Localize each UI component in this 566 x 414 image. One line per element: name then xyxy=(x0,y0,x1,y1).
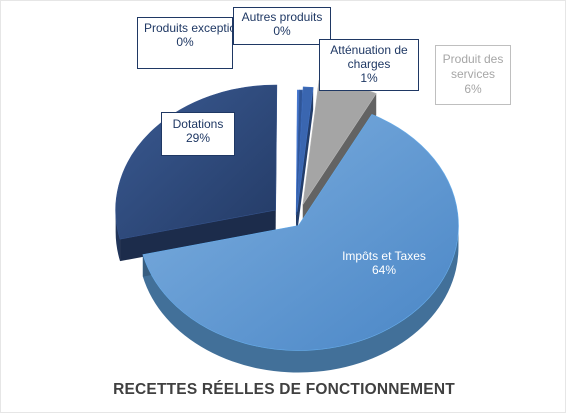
label-attenuation-charges: Atténuation de charges 1% xyxy=(319,39,419,91)
label-attenuation-charges-pct: 1% xyxy=(360,71,378,85)
label-dotations-pct: 29% xyxy=(185,131,211,145)
label-autres-produits: Autres produits 0% xyxy=(233,7,331,45)
pie-slice-0 xyxy=(142,114,459,351)
label-impots-taxes-pct: 64% xyxy=(371,263,397,277)
label-produits-exceptionnels-pct: 0% xyxy=(176,35,194,49)
pie-slice-face-4-1 xyxy=(296,87,314,234)
label-autres-produits-name: Autres produits xyxy=(241,10,323,24)
pie-slice-side-0 xyxy=(142,225,459,373)
label-impots-taxes: Impôts et Taxes 64% xyxy=(329,247,439,283)
label-produits-exceptionnels: Produits exceptionnels 0% xyxy=(137,17,265,69)
pie-slice-1 xyxy=(115,84,278,240)
label-attenuation-charges-name: Atténuation de charges xyxy=(330,43,408,71)
label-impots-taxes-name: Impôts et Taxes xyxy=(342,249,426,263)
chart-title: RECETTES RÉELLES DE FONCTIONNEMENT xyxy=(113,381,455,398)
pie-slice-side-1 xyxy=(115,210,121,262)
label-dotations-name: Dotations xyxy=(172,117,224,131)
pie-slice-3 xyxy=(295,89,303,216)
label-produit-des-services: Produit des services 6% xyxy=(435,45,511,105)
label-produit-des-services-name: Produit des services xyxy=(442,52,504,81)
label-autres-produits-pct: 0% xyxy=(273,24,291,38)
label-dotations: Dotations 29% xyxy=(161,112,235,156)
pie-slice-face-1-0 xyxy=(120,210,276,262)
label-produit-des-services-pct: 6% xyxy=(464,82,482,96)
pie-slice-4 xyxy=(296,86,314,212)
